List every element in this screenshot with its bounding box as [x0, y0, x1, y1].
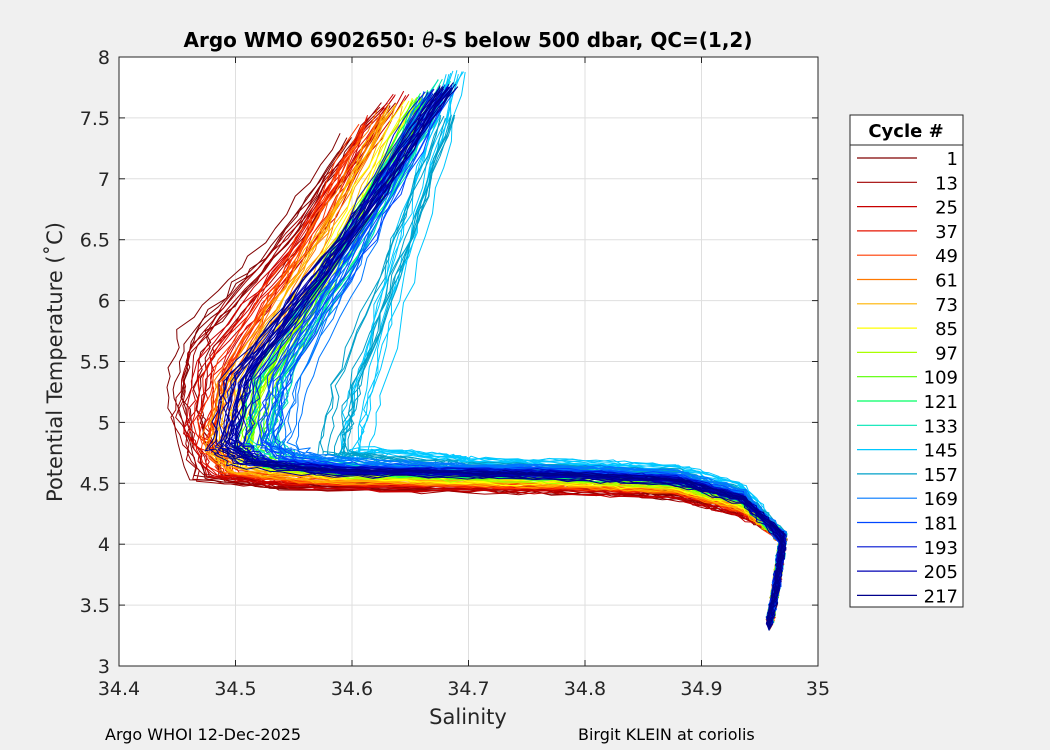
profile-traces: [166, 70, 788, 631]
legend-title: Cycle #: [868, 121, 943, 142]
legend-item: 109: [857, 368, 958, 389]
legend-label: 73: [935, 295, 958, 316]
legend-label: 193: [924, 538, 958, 559]
legend-label: 13: [935, 173, 958, 194]
legend: Cycle # 1 13 25 37 49 61 73 85 97 109 121 133 145 157…: [849, 114, 964, 608]
y-tick-label: 5: [98, 412, 110, 434]
legend-item: 181: [857, 514, 958, 535]
profile-line: [224, 87, 787, 630]
y-tick-label: 5.5: [80, 352, 110, 374]
legend-label: 37: [935, 222, 958, 243]
legend-item: 133: [857, 416, 958, 437]
legend-item: 205: [857, 562, 958, 583]
y-tick-label: 7: [98, 169, 110, 191]
legend-label: 205: [924, 562, 958, 583]
x-tick-label: 34.9: [680, 678, 722, 700]
y-tick-label: 6: [98, 291, 110, 313]
legend-label: 25: [935, 198, 958, 219]
legend-label: 181: [924, 514, 958, 535]
chart-title: Argo WMO 6902650: θ-S below 500 dbar, QC…: [184, 28, 753, 52]
legend-item: 169: [857, 489, 958, 510]
footer-right-text: Birgit KLEIN at coriolis: [578, 725, 755, 744]
legend-item: 193: [857, 538, 958, 559]
title-suffix: -S below 500 dbar, QC=(1,2): [434, 28, 752, 52]
legend-label: 121: [924, 392, 958, 413]
legend-label: 169: [924, 489, 958, 510]
footer-left-text: Argo WHOI 12-Dec-2025: [105, 725, 302, 744]
legend-box: [849, 114, 964, 608]
legend-item: 121: [857, 392, 958, 413]
title-theta: θ: [422, 28, 434, 52]
x-tick-label: 34.8: [564, 678, 606, 700]
legend-label: 61: [935, 271, 958, 292]
y-tick-label: 6.5: [80, 230, 110, 252]
legend-label: 145: [924, 441, 958, 462]
legend-label: 97: [935, 343, 958, 364]
profile-line: [235, 83, 785, 630]
legend-item: 85: [857, 319, 958, 340]
y-tick-label: 4: [98, 534, 110, 556]
legend-item: 217: [857, 586, 958, 607]
y-tick-label: 3: [98, 656, 110, 678]
legend-item: 145: [857, 441, 958, 462]
legend-item: 49: [857, 246, 958, 267]
title-prefix: Argo WMO 6902650:: [184, 28, 423, 52]
legend-label: 85: [935, 319, 958, 340]
legend-label: 109: [924, 368, 958, 389]
legend-item: 1: [857, 149, 958, 170]
legend-item: 97: [857, 343, 958, 364]
legend-item: 13: [857, 173, 958, 194]
legend-item: 157: [857, 465, 958, 486]
y-tick-label: 3.5: [80, 595, 110, 617]
legend-item: 37: [857, 222, 958, 243]
x-axis-label: Salinity: [429, 705, 507, 729]
legend-label: 49: [935, 246, 958, 267]
y-tick-label: 8: [98, 47, 110, 69]
x-tick-label: 35: [806, 678, 830, 700]
series-217: [204, 82, 787, 630]
x-tick-label: 34.5: [214, 678, 256, 700]
legend-item: 73: [857, 295, 958, 316]
y-axis-label: Potential Temperature (˚C): [43, 222, 67, 502]
y-axis-ticks: 3 3.5 4 4.5 5 5.5 6 6.5 7 7.5 8: [80, 47, 818, 678]
x-axis-ticks: 34.4 34.5 34.6 34.7 34.8 34.9 35: [98, 57, 830, 700]
legend-label: 217: [924, 586, 958, 607]
legend-label: 157: [924, 465, 958, 486]
x-tick-label: 34.4: [98, 678, 140, 700]
profile-line: [220, 86, 783, 628]
x-tick-label: 34.7: [447, 678, 489, 700]
y-tick-label: 4.5: [80, 473, 110, 495]
legend-label: 1: [947, 149, 958, 170]
legend-label: 133: [924, 416, 958, 437]
legend-item: 25: [857, 198, 958, 219]
x-tick-label: 34.6: [331, 678, 373, 700]
y-tick-label: 7.5: [80, 108, 110, 130]
legend-item: 61: [857, 271, 958, 292]
